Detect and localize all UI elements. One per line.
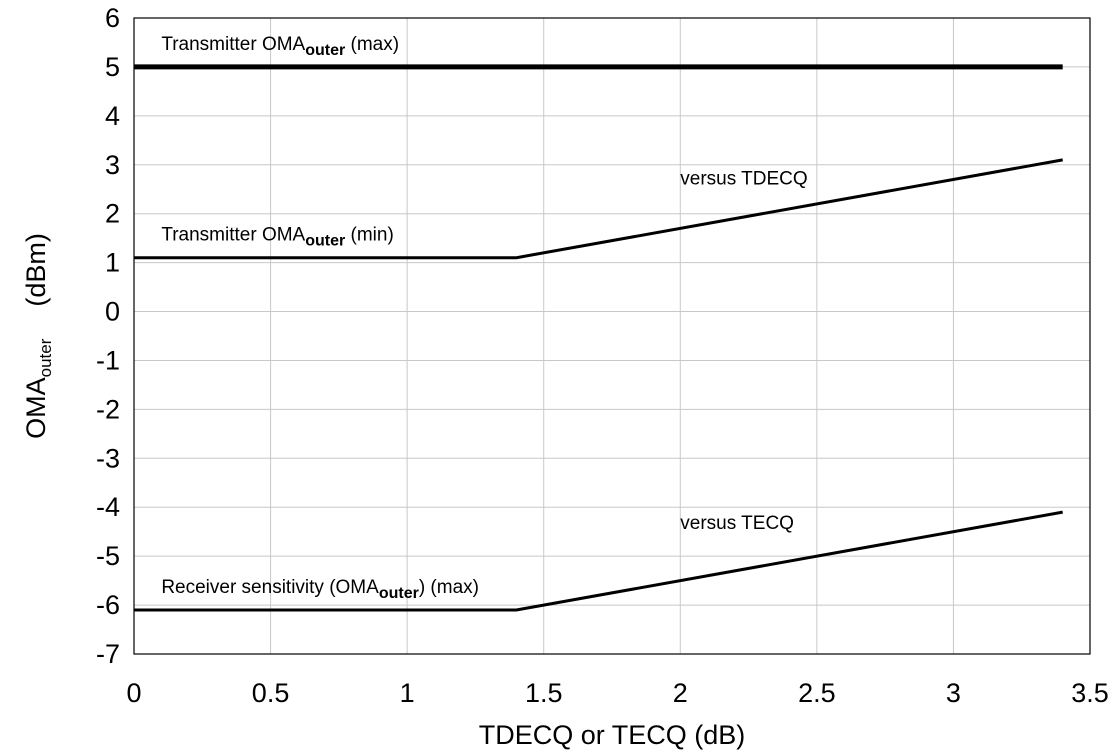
versus-tecq-label: versus TECQ xyxy=(680,513,794,534)
rx-sens-label-suffix: ) (max) xyxy=(419,577,479,598)
y-tick-label: 6 xyxy=(105,3,120,33)
x-tick-label: 0.5 xyxy=(252,678,290,708)
versus-tecq-label-text: versus TECQ xyxy=(680,513,794,534)
tx-min-label: Transmitter OMAouter (min) xyxy=(161,225,393,250)
y-axis-title-main: OMA xyxy=(21,377,51,439)
y-tick-label: 1 xyxy=(105,248,120,278)
x-tick-label: 1 xyxy=(400,678,415,708)
x-tick-label: 0 xyxy=(126,678,141,708)
tx-max-label: Transmitter OMAouter (max) xyxy=(161,34,399,59)
x-tick-label: 3.5 xyxy=(1071,678,1109,708)
tx-min-label-suffix: (min) xyxy=(345,225,394,246)
rx-sens-label-text: Receiver sensitivity (OMA xyxy=(161,577,379,598)
plot-frame xyxy=(133,17,1091,655)
y-tick-label: -1 xyxy=(96,345,120,375)
x-tick-label: 2 xyxy=(673,678,688,708)
y-tick-label: 5 xyxy=(105,52,120,82)
y-tick-label: -6 xyxy=(96,590,120,620)
y-tick-labels: -7 -6 -5 -4 -3 -2 -1 0 1 2 3 4 5 6 xyxy=(96,3,120,669)
x-axis-title: TDECQ or TECQ (dB) xyxy=(479,720,746,750)
y-axis-title: OMAouter (dBm) xyxy=(21,233,55,439)
rx-sens-label: Receiver sensitivity (OMAouter) (max) xyxy=(161,577,479,602)
y-tick-label: -4 xyxy=(96,492,120,522)
y-tick-label: -2 xyxy=(96,394,120,424)
y-tick-label: -5 xyxy=(96,541,120,571)
tx-max-label-text: Transmitter OMA xyxy=(161,34,305,55)
tx-min-label-subscript: outer xyxy=(305,233,345,250)
annotation-layer: Transmitter OMAouter (max)Transmitter OM… xyxy=(161,34,807,602)
tx-max-label-subscript: outer xyxy=(305,42,345,59)
tx-max-label-suffix: (max) xyxy=(345,34,399,55)
series-line-rx-sens xyxy=(134,510,1063,612)
y-tick-label: 3 xyxy=(105,150,120,180)
y-tick-label: 2 xyxy=(105,199,120,229)
versus-tdecq-label: versus TDECQ xyxy=(680,168,807,189)
x-tick-labels: 0 0.5 1 1.5 2 2.5 3 3.5 xyxy=(126,678,1108,708)
y-axis-title-sub: outer xyxy=(36,338,55,377)
y-axis-title-unit: (dBm) xyxy=(21,233,51,307)
x-tick-label: 1.5 xyxy=(525,678,563,708)
x-tick-label: 3 xyxy=(946,678,961,708)
y-tick-label: 0 xyxy=(105,297,120,327)
y-tick-label: -3 xyxy=(96,443,120,473)
tx-min-label-text: Transmitter OMA xyxy=(161,225,305,246)
rx-sens-label-subscript: outer xyxy=(379,585,419,602)
series-line-tx-min xyxy=(134,158,1063,260)
versus-tdecq-label-text: versus TDECQ xyxy=(680,168,807,189)
x-tick-label: 2.5 xyxy=(798,678,836,708)
y-tick-label: 4 xyxy=(105,101,120,131)
series-layer xyxy=(134,64,1063,612)
y-tick-label: -7 xyxy=(96,639,120,669)
grid-layer xyxy=(134,18,1090,654)
